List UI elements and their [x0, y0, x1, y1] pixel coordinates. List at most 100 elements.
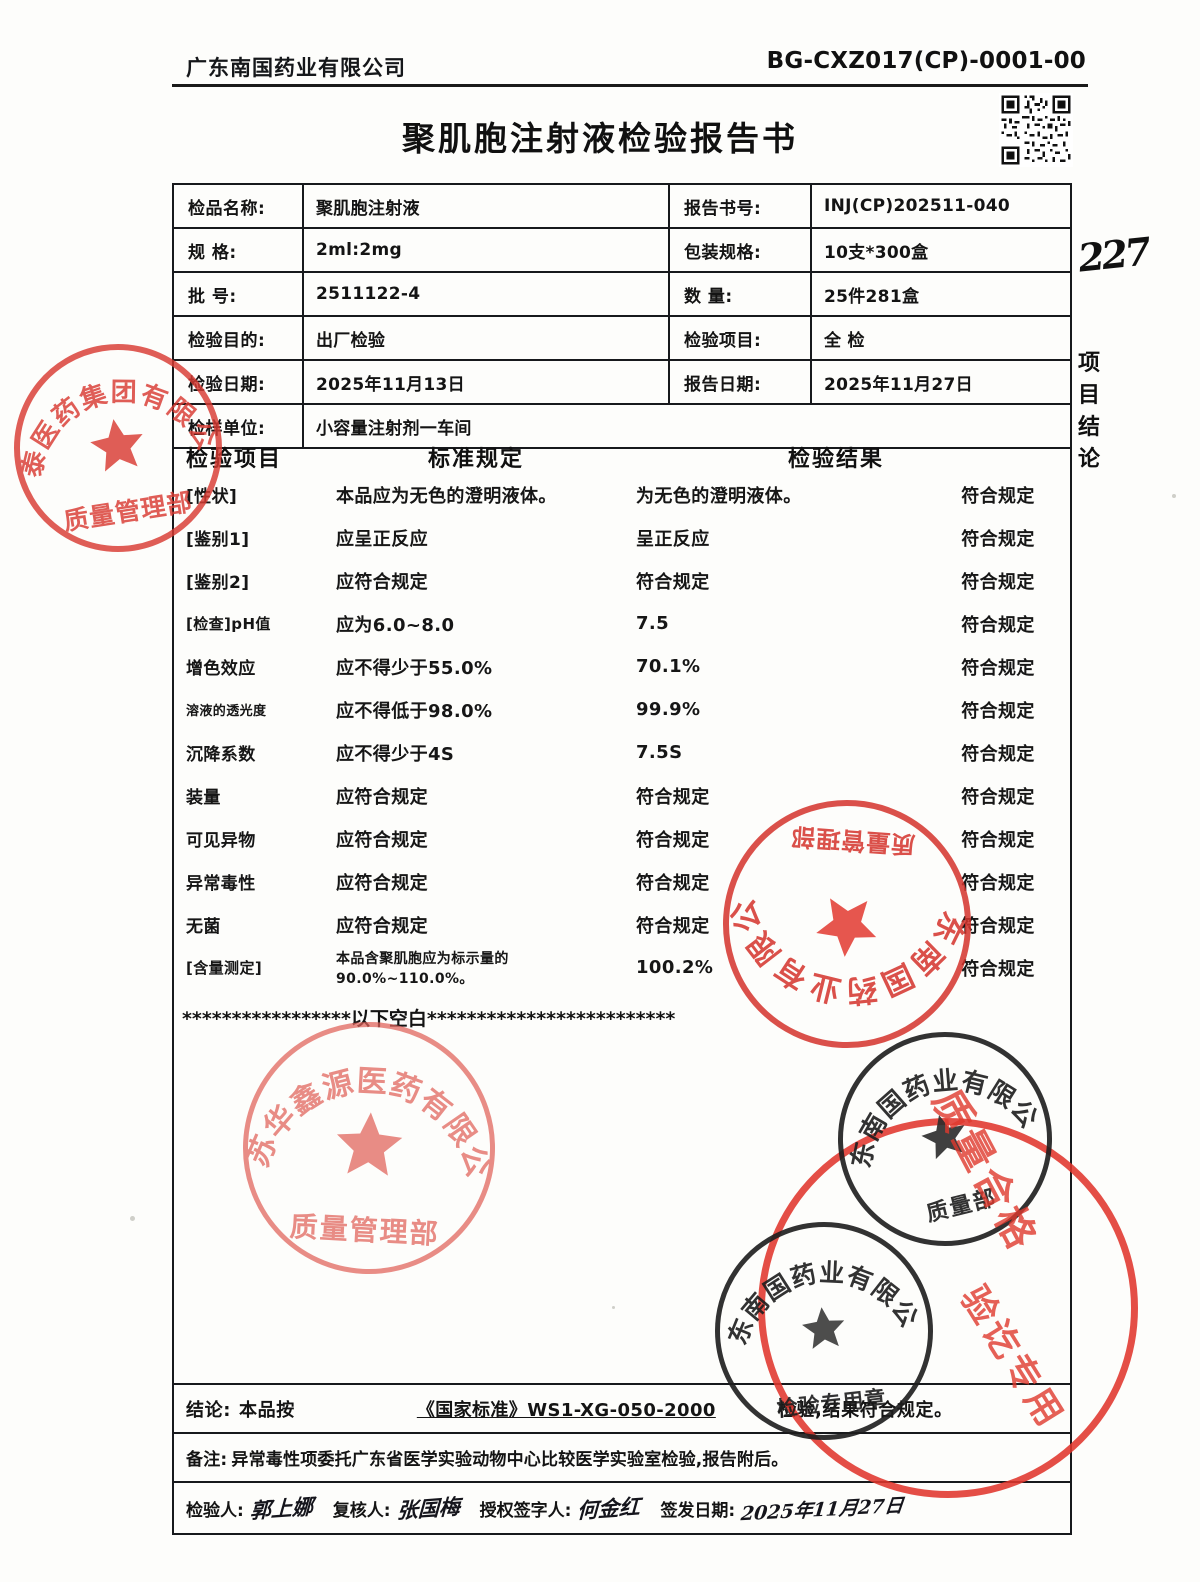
inspector-label: 检验人: [186, 1500, 244, 1521]
header-divider [172, 84, 1088, 87]
issue-date-field: 签发日期: 2025年11月27日 [660, 1494, 910, 1525]
cell-item: 装量 [186, 788, 221, 808]
table-row: [鉴别2] 应符合规定 符合规定 符合规定 [174, 559, 1070, 602]
value-report-no: INJ(CP)202511-040 [810, 185, 1070, 227]
table-row: [检查]pH值 应为6.0~8.0 7.5 符合规定 [174, 602, 1070, 645]
column-header-conclusion: 项目结论 [1078, 350, 1103, 472]
cell-conclusion: 符合规定 [961, 786, 1035, 808]
scan-speck [1172, 494, 1176, 498]
sample-info-table: 检品名称: 聚肌胞注射液 报告书号: INJ(CP)202511-040 规 格… [172, 183, 1072, 449]
cell-item: 可见异物 [186, 831, 256, 851]
cell-standard: 应符合规定 [336, 829, 428, 851]
report-footer: 结论: 本品按 《国家标准》WS1-XG-050-2000 检验,结果符合规定。… [172, 1383, 1072, 1535]
cell-standard: 本品应为无色的澄明液体。 [336, 485, 557, 507]
label-report-date: 报告日期: [684, 374, 762, 395]
cell-item: 无菌 [186, 917, 221, 937]
info-row-batch-quantity: 批 号: 2511122-4 数 量: 25件281盒 [174, 273, 1070, 317]
cell-conclusion: 符合规定 [961, 958, 1035, 980]
value-report-date: 2025年11月27日 [810, 361, 1070, 403]
cell-item: 溶液的透光度 [186, 704, 267, 719]
cell-result: 为无色的澄明液体。 [636, 485, 802, 507]
cell-standard: 应不得低于98.0% [336, 700, 493, 722]
label-report-no: 报告书号: [684, 198, 762, 219]
scan-speck [130, 1216, 135, 1221]
info-row-dates: 检验日期: 2025年11月13日 报告日期: 2025年11月27日 [174, 361, 1070, 405]
value-pack-spec: 10支*300盒 [810, 229, 1070, 271]
table-row: 装量 应符合规定 符合规定 符合规定 [174, 774, 1070, 817]
cell-result: 符合规定 [636, 571, 710, 593]
cell-item: 增色效应 [186, 659, 256, 679]
label-quantity: 数 量: [684, 286, 733, 307]
blank-below-marker: *****************以下空白*******************… [182, 1007, 676, 1030]
cell-standard: 应符合规定 [336, 915, 428, 937]
column-header-item: 检验项目 [186, 446, 283, 472]
cell-standard: 应不得少于4S [336, 743, 455, 765]
value-sample-name: 聚肌胞注射液 [302, 185, 668, 227]
issue-date-label: 签发日期: [660, 1500, 736, 1521]
cell-item: 异常毒性 [186, 874, 256, 894]
cell-result: 99.9% [636, 699, 701, 720]
table-row: 溶液的透光度 应不得低于98.0% 99.9% 符合规定 [174, 688, 1070, 731]
cell-standard: 本品含聚肌胞应为标示量的90.0%~110.0%。 [336, 950, 509, 987]
cell-conclusion: 符合规定 [961, 485, 1035, 507]
conclusion-post: 检验,结果符合规定。 [777, 1399, 953, 1421]
cell-result: 符合规定 [636, 915, 710, 937]
scan-speck [612, 1306, 615, 1309]
cell-conclusion: 符合规定 [961, 743, 1035, 765]
cell-conclusion: 符合规定 [961, 872, 1035, 894]
cell-result: 7.5S [636, 742, 683, 763]
label-unit: 检样单位: [188, 418, 266, 439]
remark-row: 备注: 异常毒性项委托广东省医学实验动物中心比较医学实验室检验,报告附后。 [174, 1434, 1070, 1483]
reviewer-field: 复核人: 张国梅 [332, 1493, 466, 1524]
cell-result: 呈正反应 [636, 528, 710, 550]
cell-item: [检查]pH值 [186, 615, 271, 633]
cell-standard: 应为6.0~8.0 [336, 614, 455, 636]
value-purpose: 出厂检验 [302, 317, 668, 359]
remark-text: 异常毒性项委托广东省医学实验动物中心比较医学实验室检验,报告附后。 [231, 1450, 789, 1470]
cell-standard: 应符合规定 [336, 786, 428, 808]
inspector-signature: 郭上娜 [249, 1493, 314, 1524]
cell-conclusion: 符合规定 [961, 528, 1035, 550]
reviewer-signature: 张国梅 [396, 1493, 460, 1524]
table-row: 异常毒性 应符合规定 符合规定 符合规定 [174, 860, 1070, 903]
cell-conclusion: 符合规定 [961, 571, 1035, 593]
value-test-date: 2025年11月13日 [302, 361, 668, 403]
cell-result: 7.5 [636, 613, 670, 634]
table-row: [含量测定] 本品含聚肌胞应为标示量的90.0%~110.0%。 100.2% … [174, 946, 1070, 989]
cell-standard: 应呈正反应 [336, 528, 428, 550]
table-row: 增色效应 应不得少于55.0% 70.1% 符合规定 [174, 645, 1070, 688]
info-row-spec-packspec: 规 格: 2ml:2mg 包装规格: 10支*300盒 [174, 229, 1070, 273]
conclusion-label: 结论: [186, 1399, 231, 1421]
cell-standard: 应符合规定 [336, 872, 428, 894]
value-unit: 小容量注射剂一车间 [302, 405, 1070, 447]
value-spec: 2ml:2mg [302, 229, 668, 271]
label-spec: 规 格: [188, 242, 237, 263]
qr-code-icon [992, 93, 1080, 167]
authorized-signature: 何金红 [577, 1493, 641, 1524]
conclusion-row: 结论: 本品按 《国家标准》WS1-XG-050-2000 检验,结果符合规定。 [174, 1385, 1070, 1434]
signature-row: 检验人: 郭上娜 复核人: 张国梅 授权签字人: 何金红 签发日期: 2025年… [174, 1483, 1070, 1535]
info-row-unit: 检样单位: 小容量注射剂一车间 [174, 405, 1070, 449]
cell-conclusion: 符合规定 [961, 700, 1035, 722]
cell-conclusion: 符合规定 [961, 657, 1035, 679]
label-batch: 批 号: [188, 286, 237, 307]
table-row: 无菌 应符合规定 符合规定 符合规定 [174, 903, 1070, 946]
document-number: BG-CXZ017(CP)-0001-00 [766, 48, 1086, 74]
authorized-field: 授权签字人: 何金红 [480, 1493, 647, 1524]
info-row-purpose-items: 检验目的: 出厂检验 检验项目: 全 检 [174, 317, 1070, 361]
table-row: [鉴别1] 应呈正反应 呈正反应 符合规定 [174, 516, 1070, 559]
handwritten-mark: 227 [1076, 228, 1150, 281]
cell-item: [性状] [186, 487, 238, 507]
label-pack-spec: 包装规格: [684, 242, 762, 263]
label-sample-name: 检品名称: [188, 198, 266, 219]
value-batch: 2511122-4 [302, 273, 668, 315]
value-test-items: 全 检 [810, 317, 1070, 359]
cell-standard: 应不得少于55.0% [336, 657, 493, 679]
table-row: 可见异物 应符合规定 符合规定 符合规定 [174, 817, 1070, 860]
column-header-standard: 标准规定 [428, 446, 525, 472]
cell-result: 符合规定 [636, 872, 710, 894]
cell-result: 100.2% [636, 957, 714, 978]
reviewer-label: 复核人: [332, 1500, 391, 1521]
